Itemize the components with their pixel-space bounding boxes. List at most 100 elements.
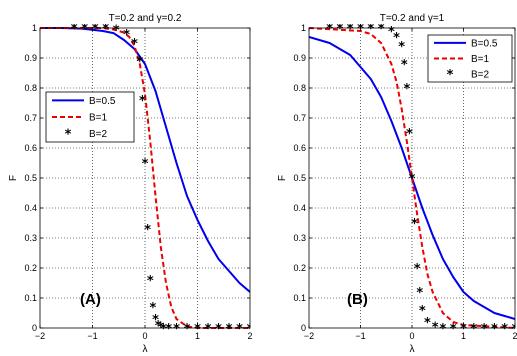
x-tick-label: 1 (195, 331, 200, 341)
x-tick-label: 2 (247, 331, 252, 341)
y-tick-label: 0.1 (293, 293, 306, 303)
y-tick-label: 0.4 (24, 203, 37, 213)
x-tick-label: −2 (35, 331, 45, 341)
legend: * (427, 34, 513, 83)
data-point-b2: * (512, 322, 517, 337)
data-point-b2: * (450, 322, 457, 337)
y-tick-label: 0 (301, 323, 306, 333)
chart-panel-a: * * * * * ************* * * * * * * * ** (39, 22, 254, 337)
legend-marker: * (447, 68, 454, 83)
data-point-b2: * (165, 322, 172, 337)
y-tick-label: 0.3 (293, 233, 306, 243)
data-point-b2: * (491, 322, 498, 337)
data-point-b2: * (336, 22, 343, 37)
y-tick-label: 0.9 (293, 53, 306, 63)
data-point-b2: * (81, 22, 88, 37)
panel-label: (B) (347, 291, 368, 308)
x-tick-label: 1 (461, 331, 466, 341)
data-point-b2: * (347, 22, 354, 37)
x-axis-label: λ (143, 344, 148, 355)
data-point-b2: * (215, 322, 222, 337)
data-point-b2: * (136, 55, 143, 70)
data-point-b2: * (432, 321, 439, 336)
series-line-b05 (40, 27, 250, 293)
y-tick-label: 0.9 (24, 53, 37, 63)
data-point-b2: * (144, 223, 151, 238)
y-axis-label: F (8, 175, 19, 181)
data-point-b2: * (113, 24, 120, 39)
data-point-b2: * (173, 322, 180, 337)
data-point-b2: * (414, 262, 421, 277)
y-tick-label: 0.8 (293, 83, 306, 93)
x-tick-label: 2 (512, 331, 517, 341)
y-tick-label: 0.7 (293, 113, 306, 123)
data-point-b2: * (155, 319, 162, 334)
x-tick-label: −2 (304, 331, 314, 341)
data-point-b2: * (406, 127, 413, 142)
data-point-b2: * (152, 313, 159, 328)
x-tick-label: 0 (142, 331, 147, 341)
legend-entry-label: B=2 (89, 129, 108, 140)
data-point-b2: * (226, 322, 233, 337)
series-line-b05 (309, 36, 515, 320)
data-point-b2: * (388, 25, 395, 40)
y-tick-label: 0.8 (24, 83, 37, 93)
data-point-b2: * (378, 22, 385, 37)
chart-panel-b: **************************** (308, 22, 517, 337)
data-point-b2: * (147, 274, 154, 289)
data-point-b2: * (149, 301, 156, 316)
legend-entry-label: B=1 (89, 113, 108, 124)
series-line-b1 (40, 27, 250, 329)
data-point-b2: * (411, 217, 418, 232)
data-point-b2: * (160, 322, 167, 337)
data-point-b2: * (71, 22, 78, 37)
legend-marker: * (65, 128, 72, 143)
y-tick-label: 0.2 (293, 263, 306, 273)
data-point-b2: * (367, 22, 374, 37)
data-point-b2: * (481, 322, 488, 337)
data-point-b2: * (92, 22, 99, 37)
data-point-b2: * (236, 322, 243, 337)
data-point-b2: * (123, 28, 130, 43)
data-point-b2: * (393, 31, 400, 46)
data-point-b2: * (403, 82, 410, 97)
panel-label: (A) (80, 291, 101, 308)
data-point-b2: * (102, 22, 109, 37)
data-point-b2: * (424, 316, 431, 331)
y-tick-label: 0.3 (24, 233, 37, 243)
x-tick-label: 0 (409, 331, 414, 341)
x-tick-label: −1 (87, 331, 97, 341)
data-point-b2: * (157, 321, 164, 336)
data-point-b2: * (131, 37, 138, 52)
data-point-b2: * (401, 58, 408, 73)
series-group: * * * * * ************* * * * * * * * * (40, 22, 254, 337)
legend: * (45, 91, 135, 143)
y-tick-label: 0.7 (24, 113, 37, 123)
y-tick-label: 0.4 (293, 203, 306, 213)
data-point-b2: * (416, 286, 423, 301)
y-tick-label: 0.1 (24, 293, 37, 303)
data-point-b2: * (142, 157, 149, 172)
data-point-b2: * (501, 322, 508, 337)
data-point-b2: * (184, 322, 191, 337)
data-point-b2: * (398, 40, 405, 55)
data-point-b2: * (139, 94, 146, 109)
data-point-b2: * (247, 322, 254, 337)
x-axis-label: λ (410, 344, 415, 355)
data-point-b2: * (439, 322, 446, 337)
y-axis-label: F (277, 175, 288, 181)
y-tick-label: 0.6 (293, 143, 306, 153)
data-point-b2: * (326, 22, 333, 37)
chart-title: T=0.2 and γ=0.2 (109, 13, 182, 24)
legend-entry-label: B=2 (471, 70, 490, 81)
y-tick-label: 0.6 (24, 143, 37, 153)
legend-entry-label: B=0.5 (89, 96, 116, 107)
data-point-b2: * (409, 172, 416, 187)
x-tick-label: −1 (355, 331, 365, 341)
chart-title: T=0.2 and γ=1 (380, 13, 445, 24)
y-tick-label: 0.5 (24, 173, 37, 183)
y-tick-label: 1 (301, 23, 306, 33)
data-point-b2: * (419, 304, 426, 319)
y-tick-label: 1 (32, 23, 37, 33)
